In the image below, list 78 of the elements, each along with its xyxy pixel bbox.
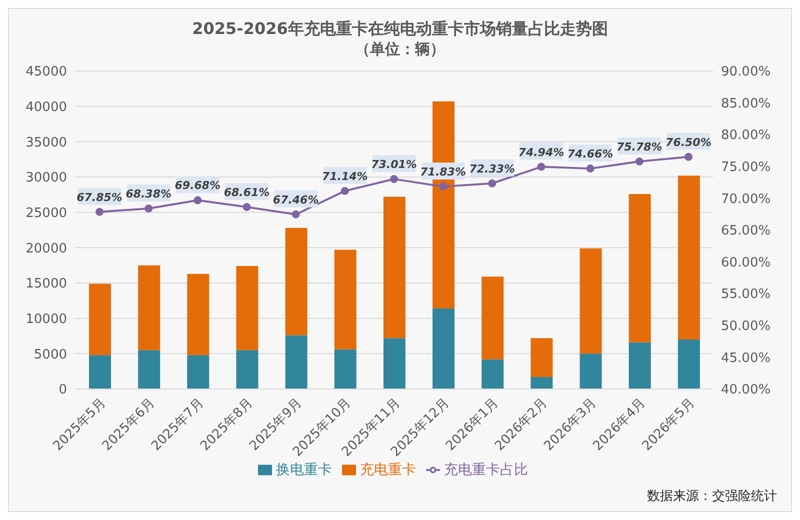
- point: [537, 162, 546, 171]
- point: [144, 204, 153, 213]
- y2-tick-label: 85.00%: [721, 96, 771, 112]
- legend-label: 充电重卡: [360, 462, 416, 478]
- source-note: 数据来源：交强险统计: [647, 488, 777, 505]
- legend-label: 充电重卡占比: [444, 462, 528, 478]
- y-tick-label: 5000: [34, 347, 67, 362]
- bar: [530, 376, 553, 389]
- bar: [580, 248, 602, 354]
- y2-tick-label: 45.00%: [721, 350, 771, 366]
- y-tick-label: 10000: [26, 312, 67, 327]
- data-label: 76.50%: [666, 136, 712, 149]
- bar: [236, 266, 258, 350]
- point: [488, 179, 496, 188]
- point: [242, 203, 251, 212]
- data-label: 73.01%: [371, 158, 417, 172]
- data-label: 75.78%: [616, 140, 662, 154]
- y2-tick-label: 60.00%: [721, 255, 771, 270]
- bar: [89, 355, 111, 389]
- y2-tick-label: 70.00%: [721, 192, 771, 207]
- point: [586, 164, 594, 173]
- bar: [334, 250, 356, 350]
- data-label: 74.94%: [518, 146, 564, 159]
- data-label: 68.38%: [126, 188, 172, 201]
- y-tick-label: 20000: [26, 241, 67, 256]
- y-tick-label: 40000: [26, 100, 67, 115]
- y2-tick-label: 80.00%: [721, 128, 771, 144]
- legend-label: 换电重卡: [276, 462, 332, 478]
- data-label: 67.85%: [76, 190, 122, 204]
- data-label: 71.83%: [420, 166, 466, 179]
- y2-tick-label: 50.00%: [721, 319, 771, 334]
- chart-subtitle: （单位：辆）: [354, 40, 446, 59]
- y2-tick-label: 75.00%: [721, 160, 771, 176]
- y2-tick-label: 55.00%: [721, 287, 771, 302]
- point: [292, 210, 300, 218]
- point: [439, 182, 448, 191]
- bar: [187, 355, 210, 389]
- bar: [678, 340, 700, 389]
- data-label: 69.68%: [174, 179, 221, 192]
- point: [340, 186, 349, 195]
- y-tick-label: 30000: [26, 170, 67, 186]
- bar: [236, 350, 258, 389]
- bar: [482, 359, 504, 389]
- data-label: 68.61%: [224, 186, 270, 200]
- bar: [432, 308, 455, 389]
- point: [635, 157, 644, 166]
- y-tick-label: 15000: [26, 276, 67, 292]
- point: [684, 152, 692, 161]
- data-label: 74.66%: [567, 148, 614, 161]
- y-tick-label: 35000: [26, 135, 67, 150]
- bar: [678, 176, 700, 340]
- bar: [530, 338, 553, 377]
- point: [194, 196, 202, 204]
- y2-tick-label: 40.00%: [721, 382, 771, 398]
- point: [390, 175, 398, 184]
- bar: [628, 342, 651, 389]
- bar: [285, 228, 308, 336]
- bar: [187, 274, 210, 356]
- data-label: 71.14%: [322, 170, 368, 183]
- bar: [334, 349, 356, 389]
- bar: [628, 194, 651, 342]
- bar: [89, 284, 111, 356]
- data-label: 67.46%: [272, 193, 319, 206]
- bar: [383, 196, 406, 338]
- y-tick-label: 25000: [26, 206, 67, 221]
- y2-tick-label: 90.00%: [721, 64, 771, 80]
- bar: [580, 354, 602, 389]
- data-label: 72.33%: [469, 162, 516, 176]
- y-tick-label: 0: [58, 382, 67, 398]
- bar: [383, 338, 406, 389]
- bar: [138, 265, 160, 350]
- bar: [138, 350, 160, 389]
- y-tick-label: 45000: [26, 64, 67, 80]
- bar: [285, 335, 308, 389]
- bar: [482, 276, 504, 360]
- y2-tick-label: 65.00%: [721, 224, 771, 239]
- chart-title: 2025-2026年充电重卡在纯电动重卡市场销量占比走势图: [191, 19, 609, 40]
- point: [96, 208, 104, 216]
